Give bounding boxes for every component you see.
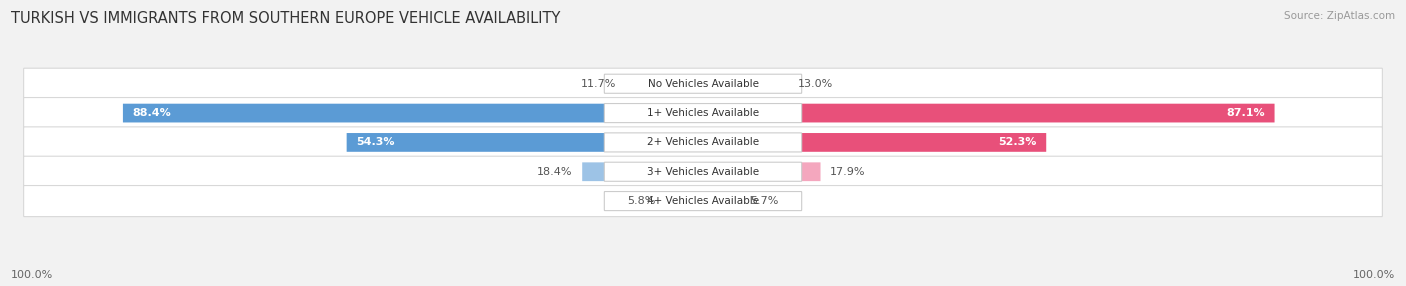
FancyBboxPatch shape <box>605 162 801 181</box>
Text: 1+ Vehicles Available: 1+ Vehicles Available <box>647 108 759 118</box>
FancyBboxPatch shape <box>801 104 1275 122</box>
Text: 13.0%: 13.0% <box>799 79 834 89</box>
Text: 100.0%: 100.0% <box>11 270 53 280</box>
FancyBboxPatch shape <box>605 133 801 152</box>
Text: No Vehicles Available: No Vehicles Available <box>648 79 758 89</box>
Text: 17.9%: 17.9% <box>831 167 866 177</box>
Text: 2+ Vehicles Available: 2+ Vehicles Available <box>647 137 759 147</box>
Text: 11.7%: 11.7% <box>581 79 616 89</box>
Text: TURKISH VS IMMIGRANTS FROM SOUTHERN EUROPE VEHICLE AVAILABILITY: TURKISH VS IMMIGRANTS FROM SOUTHERN EURO… <box>11 11 561 26</box>
FancyBboxPatch shape <box>605 192 801 210</box>
FancyBboxPatch shape <box>24 127 1382 158</box>
Text: 88.4%: 88.4% <box>132 108 172 118</box>
Text: 100.0%: 100.0% <box>1353 270 1395 280</box>
Text: 87.1%: 87.1% <box>1226 108 1264 118</box>
Text: 5.7%: 5.7% <box>751 196 779 206</box>
Text: 4+ Vehicles Available: 4+ Vehicles Available <box>647 196 759 206</box>
FancyBboxPatch shape <box>605 74 801 93</box>
Text: 18.4%: 18.4% <box>537 167 572 177</box>
Text: 54.3%: 54.3% <box>357 137 395 147</box>
FancyBboxPatch shape <box>24 98 1382 129</box>
FancyBboxPatch shape <box>347 133 605 152</box>
FancyBboxPatch shape <box>582 162 605 181</box>
FancyBboxPatch shape <box>24 186 1382 217</box>
Text: 3+ Vehicles Available: 3+ Vehicles Available <box>647 167 759 177</box>
Text: Source: ZipAtlas.com: Source: ZipAtlas.com <box>1284 11 1395 21</box>
FancyBboxPatch shape <box>801 162 821 181</box>
FancyBboxPatch shape <box>24 68 1382 99</box>
Text: 5.8%: 5.8% <box>627 196 655 206</box>
Legend: Turkish, Immigrants from Southern Europe: Turkish, Immigrants from Southern Europe <box>544 284 862 286</box>
FancyBboxPatch shape <box>605 104 801 123</box>
FancyBboxPatch shape <box>122 104 605 122</box>
FancyBboxPatch shape <box>801 133 1046 152</box>
FancyBboxPatch shape <box>24 156 1382 187</box>
Text: 52.3%: 52.3% <box>998 137 1036 147</box>
